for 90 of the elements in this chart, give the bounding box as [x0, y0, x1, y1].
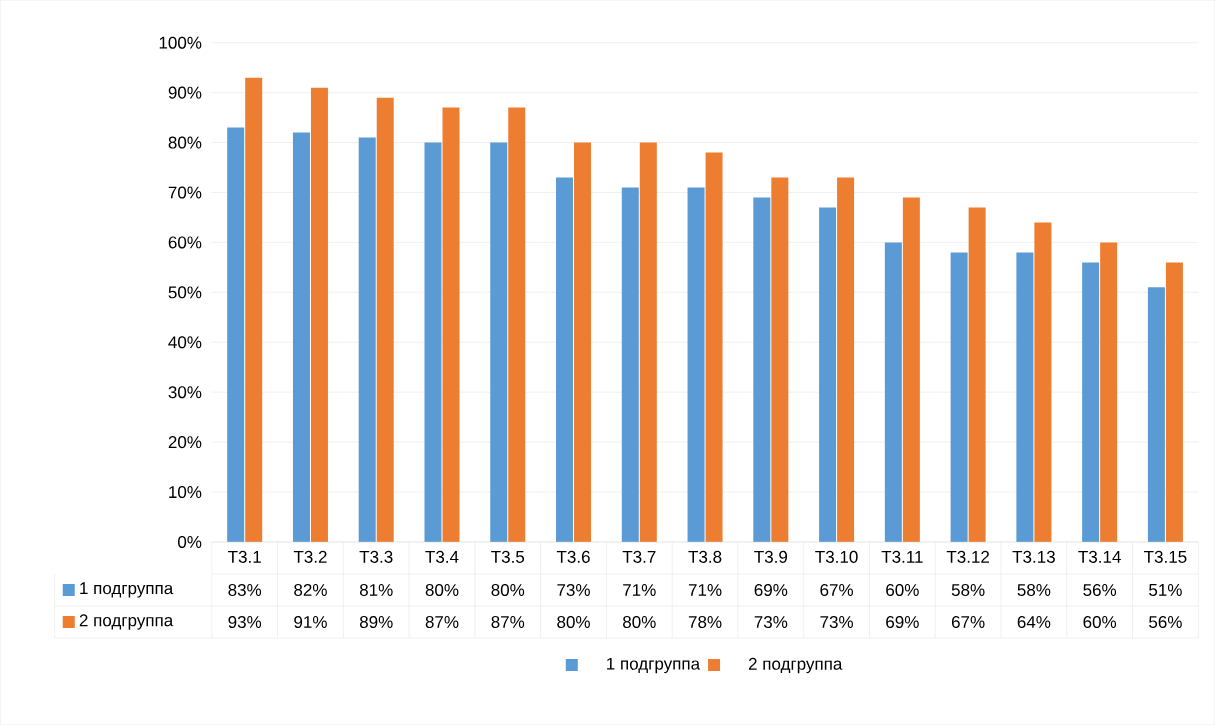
- x-tick-label: T3.4: [425, 550, 459, 563]
- bar: [227, 127, 245, 543]
- data-label: 87%: [425, 616, 459, 629]
- x-tick-label: T3.6: [556, 550, 590, 563]
- bar: [292, 132, 310, 543]
- bar: [902, 197, 920, 543]
- text: 2 подгруппа: [748, 657, 843, 674]
- x-tick-label: T3.11: [881, 550, 923, 563]
- data-label: 93%: [228, 616, 262, 629]
- bar: [1034, 222, 1052, 543]
- bar: [1100, 242, 1118, 543]
- y-tick-label: 70%: [168, 186, 202, 199]
- data-label: 67%: [951, 616, 985, 629]
- x-tick-label: T3.1: [228, 550, 261, 563]
- bar: [490, 142, 508, 543]
- bar: [574, 142, 592, 543]
- data-label: 71%: [688, 584, 722, 597]
- y-tick-label: 10%: [169, 486, 202, 499]
- bar: [837, 177, 855, 543]
- bar: [1082, 262, 1100, 543]
- data-label: 80%: [557, 616, 590, 629]
- x-tick-label: T3.8: [688, 550, 722, 563]
- y-tick-label: 0%: [178, 536, 202, 549]
- data-label: 78%: [688, 616, 722, 629]
- data-label: 73%: [754, 616, 788, 629]
- y-tick-label: 80%: [168, 136, 202, 149]
- data-label: 82%: [294, 584, 327, 597]
- y-tick-label: 100%: [159, 36, 202, 49]
- y-tick-label: 30%: [168, 386, 202, 399]
- bar: [442, 107, 460, 543]
- data-label: 73%: [820, 616, 853, 629]
- data-label: 69%: [886, 616, 919, 629]
- x-tick-label: T3.5: [491, 550, 525, 563]
- x-tick-label: T3.10: [815, 550, 858, 563]
- data-label: 67%: [820, 584, 853, 597]
- data-label: 80%: [623, 616, 656, 629]
- data-label: 83%: [228, 584, 262, 597]
- text: 1 подгруппа: [607, 658, 701, 674]
- bar: [1165, 262, 1183, 543]
- bar: [705, 152, 723, 543]
- data-label: 58%: [1017, 584, 1051, 597]
- data-label: 91%: [294, 616, 327, 629]
- y-tick-label: 40%: [168, 336, 202, 349]
- data-label: 80%: [491, 584, 525, 597]
- legend-label: 1 подгруппа: [80, 582, 174, 598]
- data-label: 73%: [557, 584, 590, 597]
- bar: [245, 77, 263, 543]
- x-tick-label: T3.7: [622, 550, 656, 563]
- bar: [508, 107, 526, 543]
- data-label: 56%: [1083, 584, 1117, 597]
- legend-label: 2 подгруппа: [79, 614, 174, 630]
- bar: [687, 187, 705, 543]
- x-tick-label: T3.14: [1078, 550, 1121, 563]
- bar: [1147, 287, 1165, 543]
- bar: [639, 142, 657, 543]
- x-tick-label: T3.9: [754, 550, 788, 563]
- bar: [968, 207, 986, 543]
- y-tick-label: 90%: [168, 86, 202, 99]
- data-label: 81%: [359, 584, 393, 597]
- data-label: 60%: [1083, 616, 1117, 629]
- bar: [358, 137, 376, 543]
- x-tick-label: T3.2: [293, 550, 327, 563]
- data-label: 87%: [491, 616, 525, 629]
- y-tick-label: 50%: [168, 286, 202, 299]
- data-label: 58%: [951, 584, 985, 597]
- data-label: 80%: [425, 584, 459, 597]
- data-label: 64%: [1017, 616, 1051, 629]
- bar: [424, 142, 442, 543]
- bar: [884, 242, 902, 543]
- data-label: 51%: [1149, 584, 1182, 597]
- data-label: 60%: [886, 584, 919, 597]
- data-label: 56%: [1149, 616, 1182, 629]
- x-tick-label: T3.15: [1144, 550, 1187, 563]
- bar: [1016, 252, 1034, 543]
- bar: [621, 187, 639, 543]
- bar: [753, 197, 771, 543]
- bar: [950, 252, 968, 543]
- y-tick-label: 60%: [168, 236, 202, 249]
- data-label: 89%: [359, 616, 393, 629]
- bar: [819, 207, 837, 543]
- bar: [376, 97, 394, 543]
- x-tick-label: T3.12: [946, 550, 990, 563]
- bar: [771, 177, 789, 543]
- data-label: 69%: [754, 584, 788, 597]
- bar: [310, 87, 328, 543]
- x-tick-label: T3.13: [1012, 550, 1055, 563]
- x-tick-label: T3.3: [359, 550, 393, 563]
- data-label: 71%: [623, 584, 656, 597]
- y-tick-label: 20%: [168, 436, 202, 449]
- bar: [556, 177, 574, 543]
